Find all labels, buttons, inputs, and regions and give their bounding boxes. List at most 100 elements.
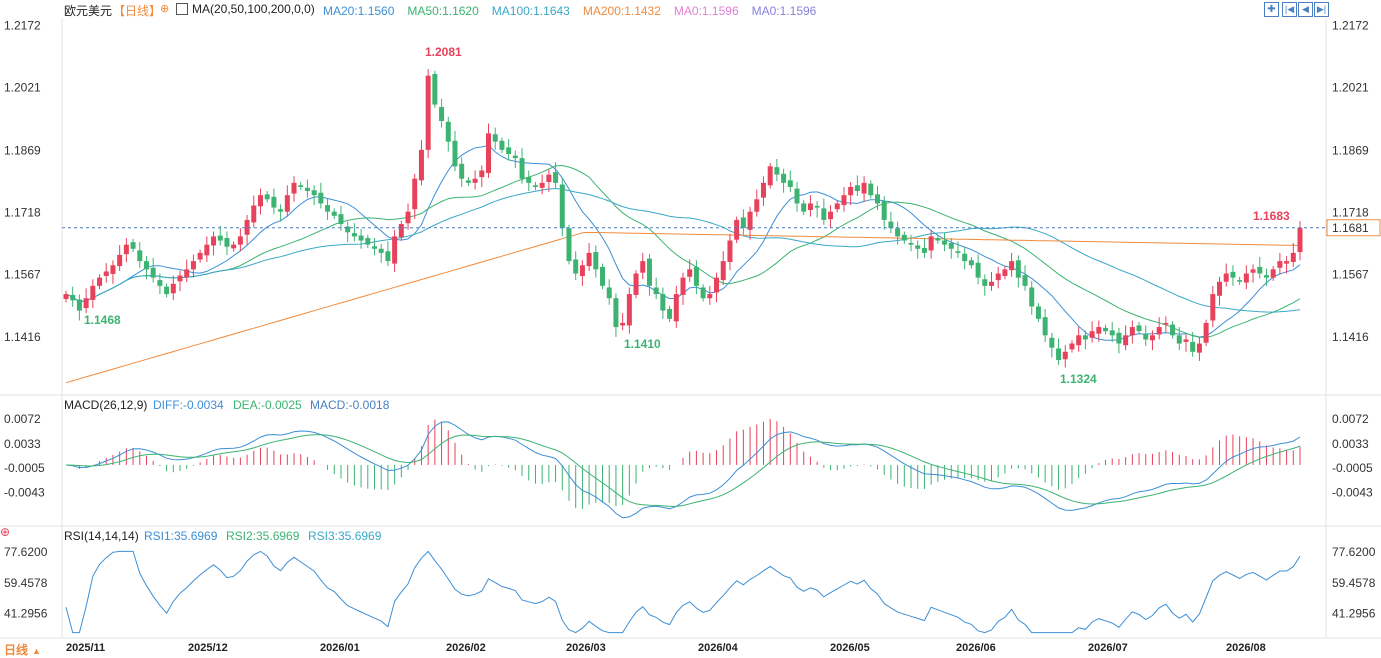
- candle-body: [110, 265, 116, 274]
- candle-body: [1203, 322, 1209, 343]
- candle-body: [921, 247, 927, 253]
- price-tick-right: 1.1567: [1332, 268, 1369, 282]
- candle-body: [700, 287, 706, 299]
- candle-body: [1076, 335, 1082, 346]
- first-icon[interactable]: |◀: [1282, 2, 1297, 17]
- candle-body: [740, 217, 746, 229]
- macd-tick-right: -0.0005: [1332, 461, 1373, 475]
- candle-body: [492, 134, 498, 142]
- candle-body: [298, 185, 304, 187]
- candle-body: [211, 236, 217, 246]
- last-high-annotation: 1.1683: [1253, 209, 1290, 223]
- rsi-tick-right: 77.6200: [1332, 545, 1376, 559]
- ma-legend-item: MA0:1.1596: [751, 4, 817, 18]
- macd-diff-line: [65, 421, 1301, 519]
- current-price-tag: [1326, 219, 1381, 237]
- candle-body: [821, 208, 827, 220]
- candle-body: [901, 234, 907, 241]
- candle-body: [1257, 266, 1263, 274]
- candle-body: [1263, 275, 1269, 278]
- candle-body: [553, 172, 559, 183]
- macd-tick-left: -0.0005: [4, 461, 45, 475]
- candle-body: [418, 149, 424, 181]
- candle-body: [103, 271, 109, 276]
- candle-body: [667, 308, 673, 319]
- candle-body: [982, 279, 988, 286]
- settings-icon[interactable]: ⊕: [160, 3, 170, 15]
- candle-body: [76, 299, 82, 311]
- candle-body: [1136, 325, 1142, 332]
- candle-body: [150, 267, 156, 278]
- candle-body: [1069, 343, 1075, 350]
- date-label: 2026/07: [1088, 642, 1128, 654]
- ma-legend-item: MA50:1.1620: [407, 4, 479, 18]
- candle-body: [506, 147, 512, 154]
- candle-body: [392, 236, 398, 264]
- prev-icon[interactable]: ◀: [1298, 2, 1313, 17]
- chart-header: 欧元美元 【日线】 ⊕ MA(20,50,100,200,0,0) MA20:1…: [0, 0, 1381, 18]
- candle-body: [1170, 324, 1176, 336]
- date-label: 2025/12: [188, 642, 228, 654]
- candle-body: [600, 266, 606, 286]
- macd-tick-left: 0.0072: [4, 412, 41, 426]
- macd-tick-right: -0.0043: [1332, 485, 1373, 499]
- candle-body: [1183, 339, 1189, 342]
- date-label: 2026/01: [320, 642, 360, 654]
- candle-body: [291, 182, 297, 194]
- candle-body: [405, 211, 411, 224]
- price-tick-left: 1.1416: [4, 330, 41, 344]
- price-tick-right: 1.1718: [1332, 206, 1369, 220]
- candle-body: [479, 170, 485, 178]
- rsi-tick-right: 41.2956: [1332, 606, 1376, 620]
- candle-body: [217, 235, 223, 241]
- candle-body: [1035, 306, 1041, 319]
- rsi-settings-icon[interactable]: ⊕: [0, 525, 10, 539]
- candle-body: [257, 195, 263, 207]
- candle-body: [271, 196, 277, 208]
- date-label: 2026/03: [566, 642, 606, 654]
- candle-body: [640, 261, 646, 273]
- candle-body: [593, 252, 599, 270]
- period-button-label: 日线: [4, 643, 29, 657]
- candle-body: [995, 273, 1001, 281]
- candle-body: [1270, 269, 1276, 278]
- rsi3-value: RSI3:35.6969: [308, 529, 382, 543]
- low-annotation-2: 1.1410: [624, 337, 661, 351]
- candle-body: [653, 287, 659, 295]
- candle-body: [177, 275, 183, 282]
- candle-body: [1129, 327, 1135, 336]
- candle-body: [559, 184, 565, 229]
- candle-body: [445, 121, 451, 142]
- fit-icon[interactable]: ✚: [1264, 2, 1279, 17]
- period-button[interactable]: 日线 ▲: [4, 641, 41, 657]
- rsi-axis: 77.6200 77.6200 59.4578 59.4578 41.2956 41.29…: [4, 545, 1376, 620]
- candle-body: [968, 260, 974, 266]
- candle-body: [1196, 343, 1202, 353]
- candle-body: [579, 265, 585, 276]
- date-label: 2026/08: [1226, 642, 1266, 654]
- candle-body: [358, 235, 364, 241]
- candle-body: [1109, 330, 1115, 336]
- candle-body: [707, 294, 713, 299]
- candle-body: [747, 211, 753, 230]
- candle-body: [606, 287, 612, 299]
- candle-body: [1176, 335, 1182, 344]
- indicator-switch-icon[interactable]: [176, 3, 188, 15]
- candle-body: [673, 294, 679, 322]
- low-annotation-1: 1.1468: [84, 313, 121, 327]
- price-tick-right: 1.2172: [1332, 18, 1369, 32]
- symbol-title: 欧元美元: [64, 4, 113, 18]
- candle-body: [412, 178, 418, 210]
- candle-body: [1223, 273, 1229, 282]
- candle-body: [935, 238, 941, 241]
- price-tick-left: 1.1718: [4, 206, 41, 220]
- candle-body: [1103, 327, 1109, 332]
- rsi-tick-left: 77.6200: [4, 545, 48, 559]
- last-icon[interactable]: ▶|: [1314, 2, 1329, 17]
- rsi-tick-left: 41.2956: [4, 606, 48, 620]
- candle-body: [432, 74, 438, 105]
- date-label: 2026/02: [446, 642, 486, 654]
- candle-body: [881, 200, 887, 220]
- candle-body: [224, 238, 230, 247]
